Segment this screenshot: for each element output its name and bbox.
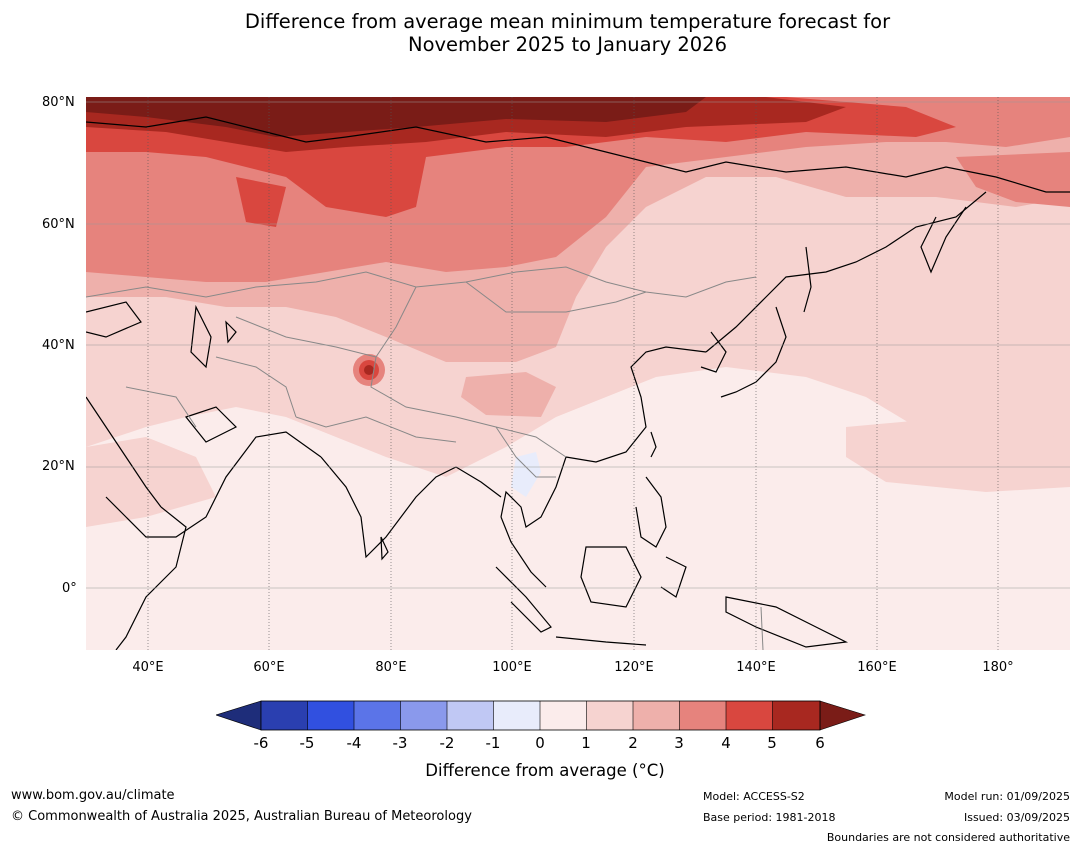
cb-tick-m6: -6	[253, 734, 269, 752]
coast-aral	[225, 320, 237, 344]
title-line-1: Difference from average mean minimum tem…	[244, 10, 891, 33]
colorbar-cell-10	[679, 701, 726, 730]
colorbar-arrow-high	[819, 700, 866, 731]
anomaly-band-1-2-arabia	[86, 437, 216, 527]
x-label-120e: 120°E	[614, 660, 654, 675]
x-label-140e: 140°E	[736, 660, 776, 675]
colorbar-cell-7	[540, 701, 587, 730]
anomaly-band-above-6	[86, 97, 706, 137]
coast-malay	[500, 516, 547, 588]
anomaly-negative-pocket	[511, 452, 541, 497]
cb-tick-5: 5	[767, 734, 777, 752]
coast-korea	[700, 331, 727, 373]
cb-tick-6: 6	[815, 734, 825, 752]
coast-indochina	[500, 456, 567, 528]
forecast-map	[86, 97, 1070, 650]
map-svg	[86, 97, 1070, 650]
colorbar	[216, 700, 866, 731]
border-arabia	[125, 386, 197, 428]
footer-model: Model: ACCESS-S2	[703, 790, 805, 803]
footer-url[interactable]: www.bom.gov.au/climate	[11, 788, 175, 803]
anomaly-band-2-3-plateau	[461, 372, 556, 417]
colorbar-cell-5	[447, 701, 494, 730]
coast-china-east	[565, 346, 707, 463]
coast-taiwan	[650, 431, 657, 458]
footer-base-period: Base period: 1981-2018	[703, 811, 836, 824]
colorbar-frame	[260, 700, 821, 731]
coast-kamchatka	[920, 206, 967, 274]
x-label-100e: 100°E	[492, 660, 532, 675]
coast-sri-lanka	[380, 536, 389, 561]
coast-bay-bengal	[320, 456, 502, 559]
coast-borneo	[580, 546, 642, 608]
footer-model-run: Model run: 01/09/2025	[944, 790, 1070, 803]
coast-arabian-sea	[105, 431, 322, 538]
coast-new-guinea	[725, 596, 849, 648]
cb-tick-0: 0	[535, 734, 545, 752]
footer-disclaimer: Boundaries are not considered authoritat…	[826, 831, 1070, 844]
title-line-2: November 2025 to January 2026	[408, 33, 727, 56]
colorbar-dividers	[307, 701, 773, 730]
map-meridians	[147, 97, 999, 650]
x-label-180: 180°	[982, 660, 1014, 675]
colorbar-title: Difference from average (°C)	[425, 761, 665, 780]
colorbar-cell-9	[633, 701, 680, 730]
colorbar-cell-8	[586, 701, 633, 730]
cb-tick-2: 2	[628, 734, 638, 752]
anomaly-band-4-5-siberia	[236, 177, 286, 227]
colorbar-cell-12	[772, 701, 820, 730]
border-china-west	[370, 286, 567, 458]
border-central-asia	[235, 316, 377, 358]
cb-tick-m1: -1	[485, 734, 501, 752]
coast-caspian	[190, 304, 212, 369]
coast-sumatra	[495, 566, 552, 633]
coast-black-sea	[86, 301, 142, 338]
coast-red-sea	[86, 396, 162, 508]
map-gridlines	[86, 101, 1070, 589]
cb-tick-1: 1	[581, 734, 591, 752]
footer-issued: Issued: 03/09/2025	[963, 811, 1070, 824]
coast-japan	[720, 306, 787, 398]
anomaly-band-1-2-pacific	[846, 417, 1070, 492]
colorbar-cell-6	[493, 701, 540, 730]
x-label-40e: 40°E	[132, 660, 164, 675]
y-label-80n: 80°N	[42, 95, 75, 110]
coast-persian-gulf	[184, 406, 238, 443]
x-label-160e: 160°E	[857, 660, 897, 675]
cb-tick-m2: -2	[439, 734, 455, 752]
cb-tick-m4: -4	[346, 734, 362, 752]
coastlines	[86, 116, 1070, 650]
coast-philippines	[635, 476, 667, 548]
colorbar-cell-11	[726, 701, 773, 730]
colorbar-arrow-low	[216, 700, 262, 731]
coast-arctic	[86, 116, 1070, 193]
x-label-80e: 80°E	[375, 660, 407, 675]
border-india	[295, 416, 457, 443]
cb-tick-m5: -5	[299, 734, 315, 752]
colorbar-cell-4	[400, 701, 447, 730]
hotspot-inner	[364, 365, 374, 375]
y-label-0: 0°	[62, 581, 77, 596]
cb-tick-4: 4	[721, 734, 731, 752]
border-mongolia	[465, 281, 647, 313]
y-label-20n: 20°N	[42, 459, 75, 474]
border-iran	[215, 356, 297, 418]
cb-tick-3: 3	[674, 734, 684, 752]
footer-copyright: © Commonwealth of Australia 2025, Austra…	[11, 809, 472, 824]
coast-sulawesi	[660, 556, 687, 598]
coast-java	[555, 636, 647, 646]
y-label-40n: 40°N	[42, 338, 75, 353]
coast-pacific-russia	[705, 191, 987, 353]
map-title: Difference from average mean minimum tem…	[0, 10, 1081, 56]
anomaly-band-3-4-east	[956, 152, 1070, 207]
coast-sakhalin	[803, 246, 812, 313]
colorbar-cell-1	[261, 701, 308, 730]
y-label-60n: 60°N	[42, 217, 75, 232]
colorbar-cell-2	[307, 701, 354, 730]
colorbar-cell-3	[354, 701, 401, 730]
x-label-60e: 60°E	[253, 660, 285, 675]
border-new-guinea	[760, 606, 764, 650]
coast-east-africa	[115, 506, 187, 650]
cb-tick-m3: -3	[392, 734, 408, 752]
